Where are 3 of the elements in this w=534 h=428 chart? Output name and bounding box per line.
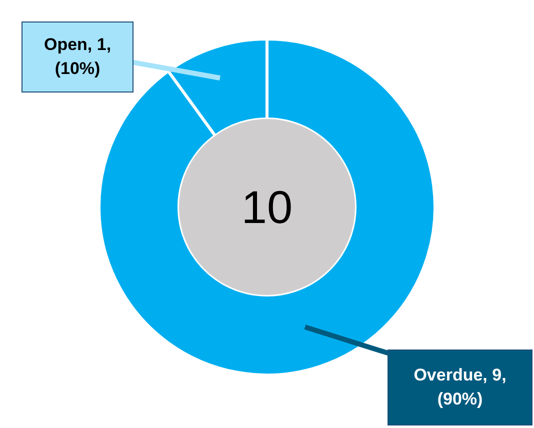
slice-label: Open, 1, (10%) (44, 35, 112, 78)
text: 10 (241, 181, 293, 233)
slice-label: Overdue, 9, (90%) (414, 366, 506, 408)
